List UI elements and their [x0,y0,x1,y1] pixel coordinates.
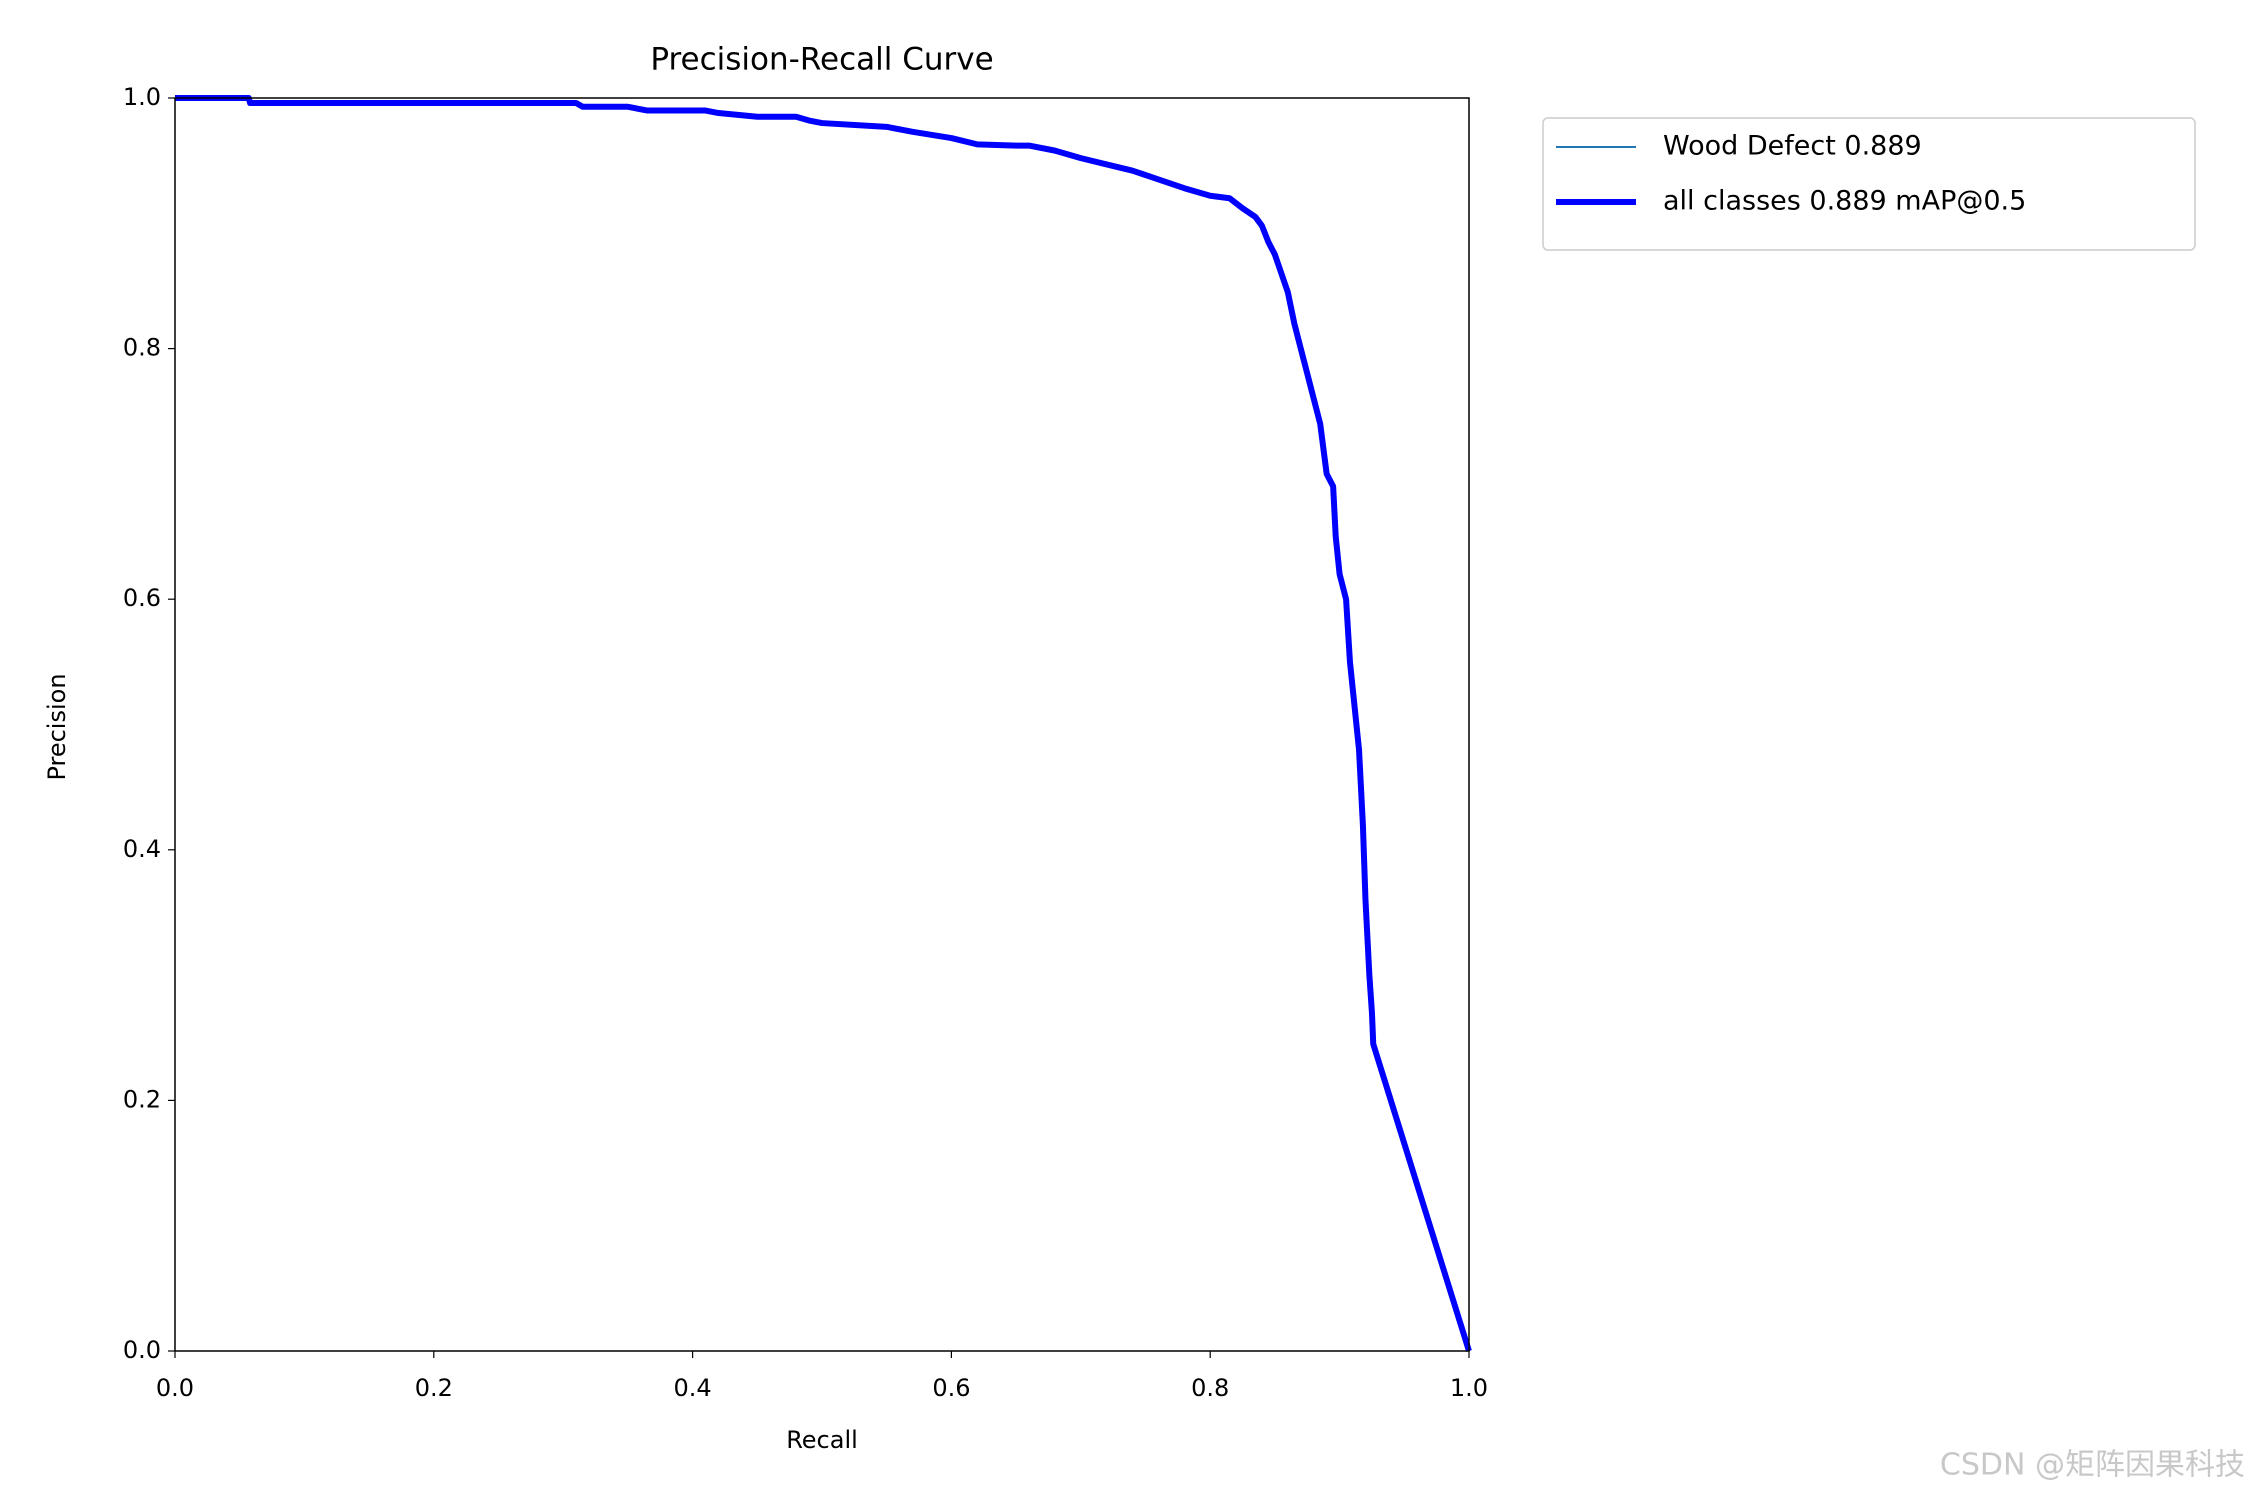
y-tick-label: 0.6 [123,584,161,612]
plot-frame [174,97,1470,1352]
y-tick-label: 0.0 [123,1336,161,1364]
x-tick-label: 0.4 [674,1374,712,1402]
pr-curve [175,97,1470,1352]
y-tick-label: 1.0 [123,83,161,111]
x-tick-label: 0.0 [156,1374,194,1402]
x-tick-label: 0.2 [415,1374,453,1402]
x-axis-label: Recall [786,1426,858,1454]
legend-label: Wood Defect 0.889 [1663,131,1922,162]
chart-title: Precision-Recall Curve [650,42,993,78]
y-axis-label: Precision [43,673,71,780]
x-tick-label: 1.0 [1450,1374,1488,1402]
legend-label: all classes 0.889 mAP@0.5 [1663,186,2026,217]
pr-curve [175,95,1472,1352]
legend-box [1542,117,2196,251]
x-tick-label: 0.6 [932,1374,970,1402]
y-tick-label: 0.8 [123,334,161,362]
y-tick-label: 0.4 [123,835,161,863]
y-tick-label: 0.2 [123,1085,161,1113]
x-tick-label: 0.8 [1191,1374,1229,1402]
watermark: CSDN @矩阵因果科技 [1940,1448,2245,1483]
